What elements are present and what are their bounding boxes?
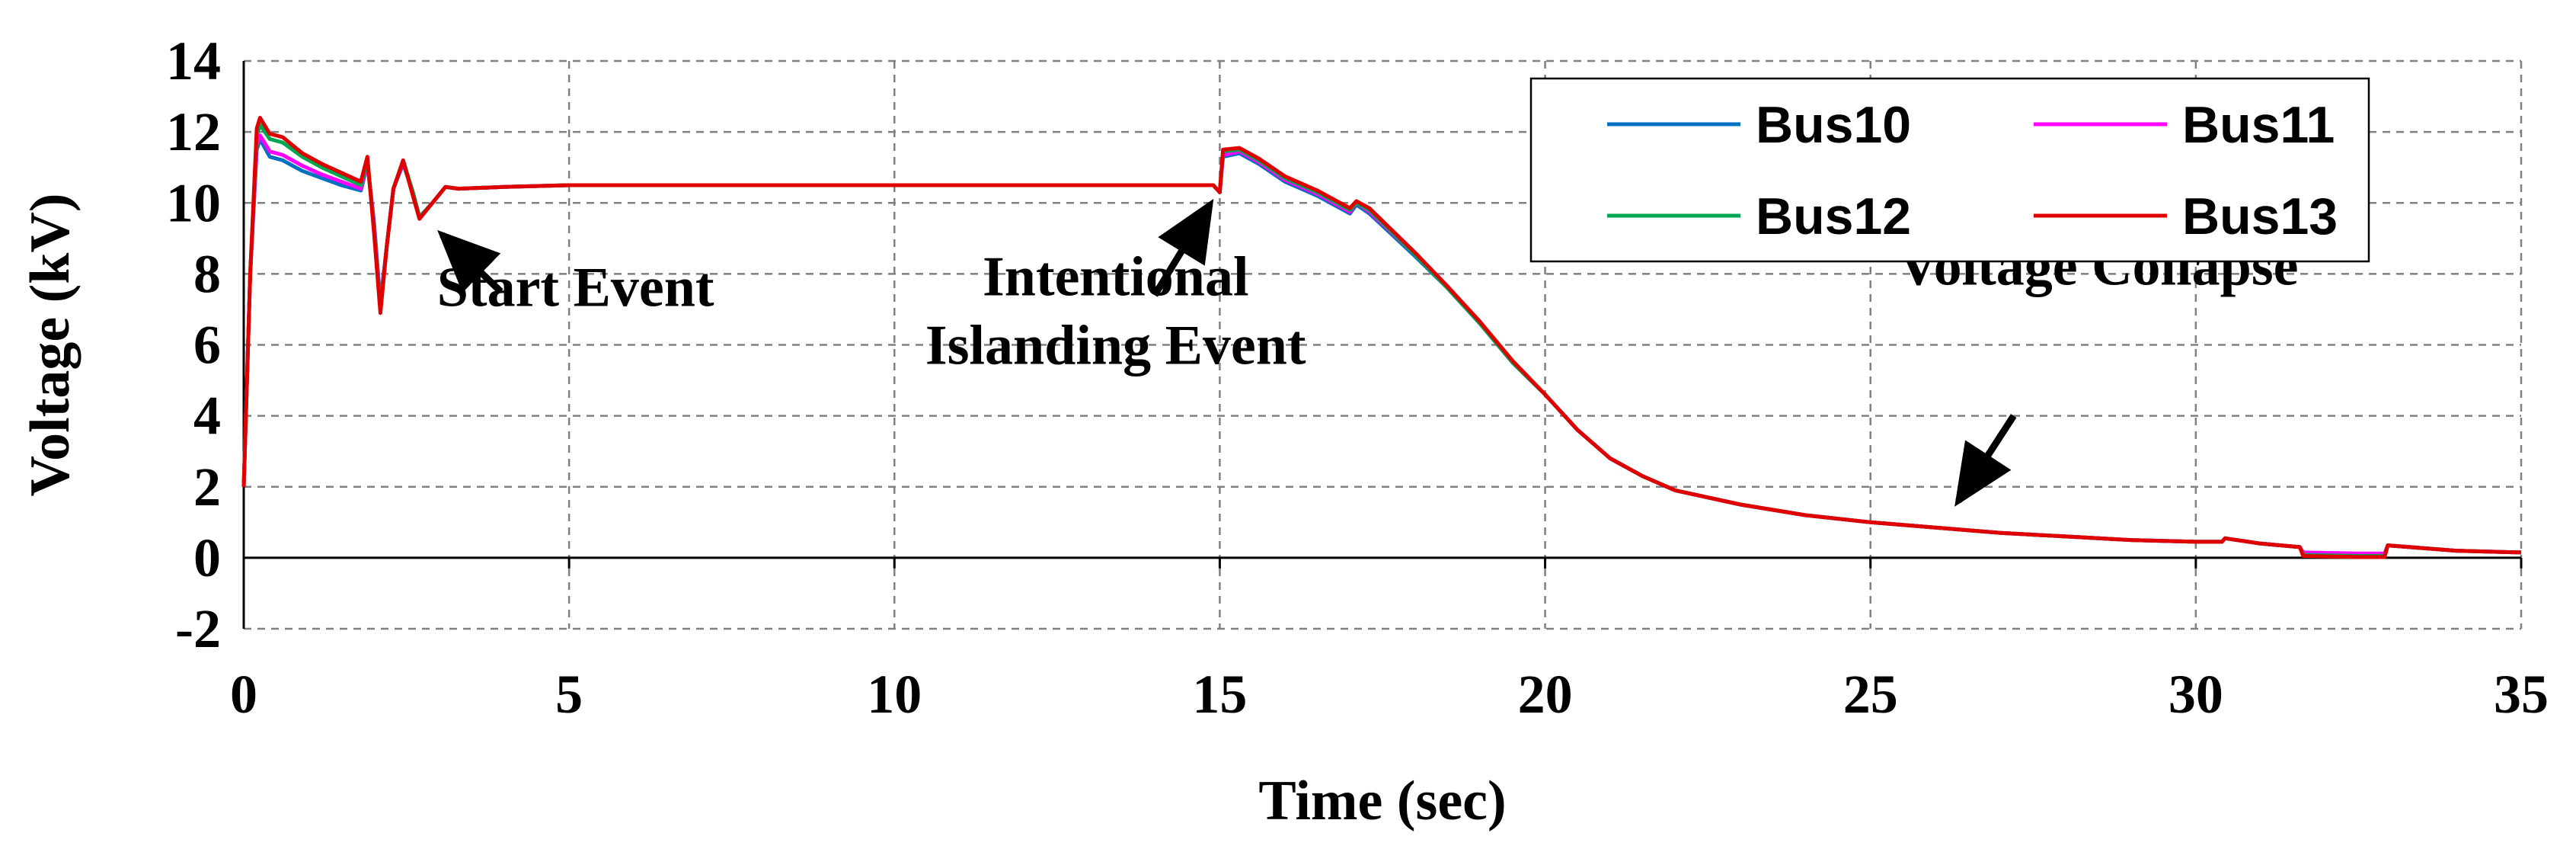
annotation-text: Intentional	[983, 245, 1249, 308]
y-tick-label: 4	[193, 386, 221, 447]
x-axis-title: Time (sec)	[1258, 770, 1506, 832]
x-tick-label: 0	[230, 664, 257, 725]
annotation-arrow	[437, 229, 503, 294]
y-tick-label: 6	[193, 315, 221, 376]
y-tick-label: 0	[193, 527, 221, 588]
x-tick-label: 30	[2169, 664, 2223, 725]
legend-label-bus10: Bus10	[1756, 96, 1911, 154]
y-tick-label: -2	[175, 598, 221, 659]
y-axis-title: Voltage (kV)	[19, 193, 81, 496]
x-tick-label: 15	[1192, 664, 1247, 725]
legend-box	[1529, 77, 2370, 263]
annotation-text: Islanding Event	[925, 314, 1306, 376]
legend: Bus10 Bus11 Bus12 Bus13	[1529, 77, 2370, 263]
annotation-arrow	[1954, 414, 2017, 507]
x-tick-label: 25	[1843, 664, 1898, 725]
x-tick-label: 35	[2494, 664, 2549, 725]
series-line-bus13	[241, 116, 2522, 559]
x-tick-label: 10	[867, 664, 922, 725]
y-tick-label: 10	[166, 172, 221, 233]
x-tick-label: 5	[555, 664, 583, 725]
data-series	[241, 116, 2522, 559]
gridlines	[244, 59, 2523, 630]
y-tick-label: 12	[166, 101, 221, 162]
y-tick-label: 14	[166, 30, 221, 91]
annotation-text: Start Event	[437, 256, 714, 319]
legend-label-bus13: Bus13	[2182, 187, 2338, 245]
x-tick-label: 20	[1518, 664, 1573, 725]
legend-label-bus11: Bus11	[2182, 96, 2335, 154]
y-tick-label: 8	[193, 243, 221, 304]
annotation-arrow	[1152, 198, 1214, 297]
legend-label-bus12: Bus12	[1756, 187, 1911, 245]
y-tick-label: 2	[193, 457, 221, 517]
